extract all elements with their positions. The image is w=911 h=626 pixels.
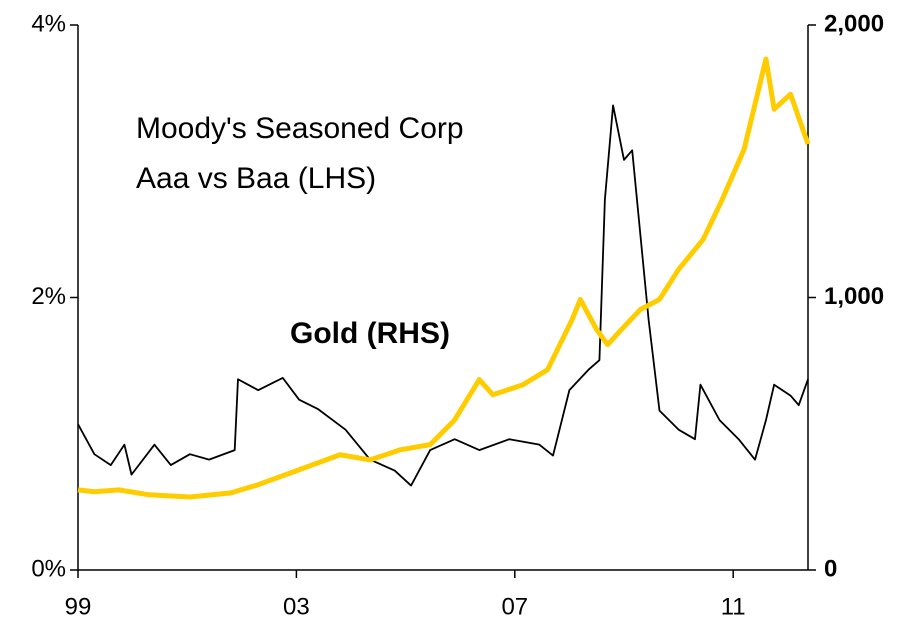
x-tick-label: 11: [721, 593, 746, 620]
series-label: Gold (RHS): [290, 317, 450, 350]
y-tick-label: 2%: [31, 283, 66, 310]
y2-tick-label: 2,000: [824, 10, 884, 37]
annotation: Aaa vs Baa (LHS): [136, 162, 376, 195]
x-tick-label: 03: [283, 593, 310, 620]
y2-tick-label: 1,000: [824, 283, 884, 310]
series-line: [77, 104, 809, 487]
series-line: [77, 56, 811, 500]
annotation: Moody's Seasoned Corp: [136, 112, 464, 145]
y2-tick-label: 0: [824, 555, 837, 582]
x-tick-label: 99: [65, 593, 92, 620]
y-tick-label: 0%: [31, 555, 66, 582]
y-tick-label: 4%: [31, 10, 66, 37]
x-tick-label: 07: [501, 593, 528, 620]
